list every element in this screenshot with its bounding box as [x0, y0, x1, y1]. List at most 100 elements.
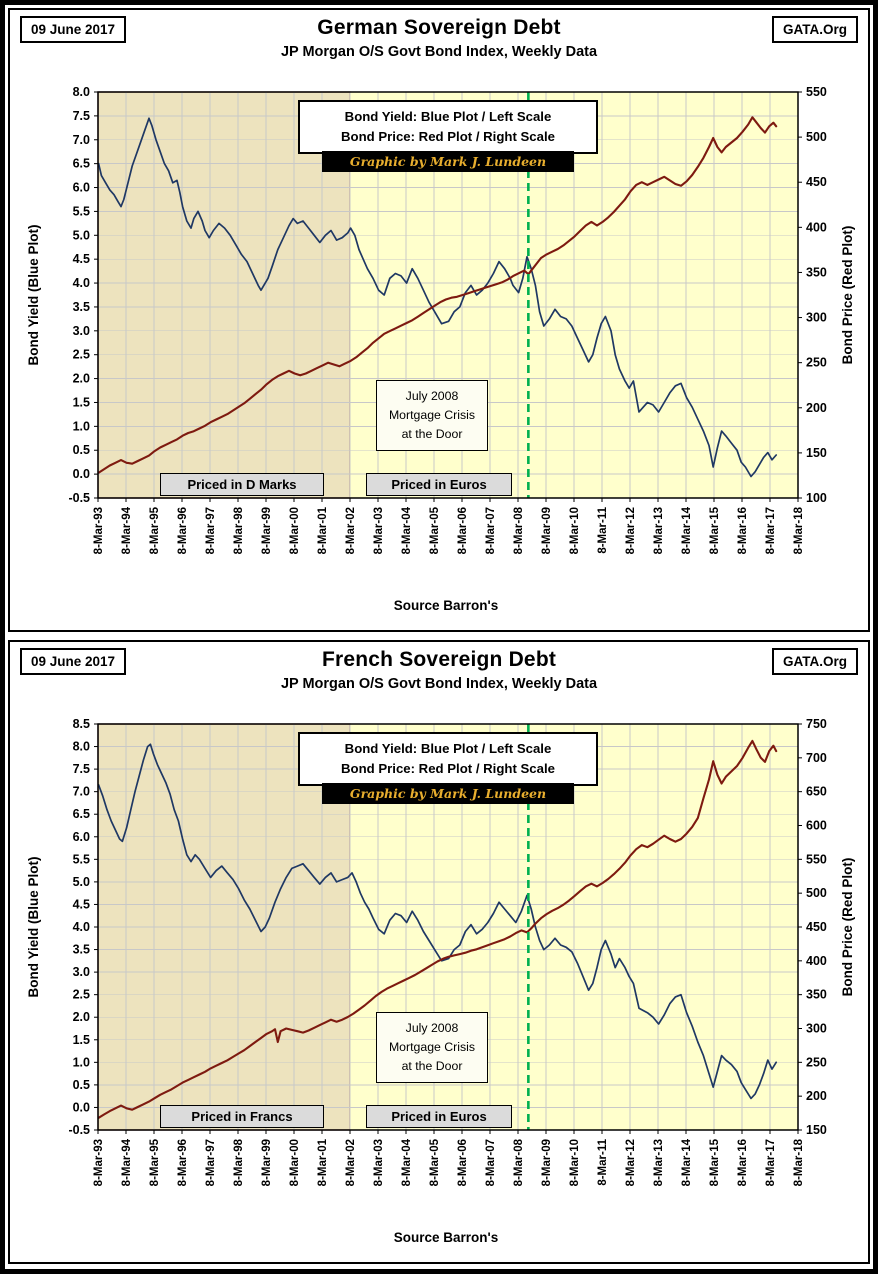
region-label-dmarks: Priced in D Marks	[160, 473, 324, 496]
svg-text:3.5: 3.5	[73, 300, 90, 314]
svg-text:8-Mar-04: 8-Mar-04	[401, 1138, 413, 1186]
source-label: Source Barron's	[393, 598, 499, 613]
svg-text:8-Mar-00: 8-Mar-00	[289, 507, 301, 554]
svg-text:8-Mar-14: 8-Mar-14	[681, 506, 693, 554]
legend-line-price: Bond Price: Red Plot / Right Scale	[341, 760, 555, 776]
svg-text:8-Mar-13: 8-Mar-13	[653, 507, 665, 554]
svg-text:0.5: 0.5	[73, 443, 90, 457]
panel-header: 09 June 2017 French Sovereign Debt JP Mo…	[10, 642, 868, 706]
svg-text:8-Mar-06: 8-Mar-06	[457, 1139, 469, 1186]
svg-text:8-Mar-01: 8-Mar-01	[317, 1138, 329, 1186]
credit-label: Graphic by Mark J. Lundeen	[322, 783, 574, 804]
svg-text:8-Mar-02: 8-Mar-02	[345, 1139, 357, 1186]
svg-text:8-Mar-15: 8-Mar-15	[709, 1138, 721, 1186]
svg-text:8-Mar-05: 8-Mar-05	[429, 1138, 441, 1186]
svg-text:8-Mar-02: 8-Mar-02	[345, 507, 357, 554]
date-label: 09 June 2017	[20, 16, 127, 43]
svg-text:8-Mar-12: 8-Mar-12	[625, 507, 637, 554]
svg-text:8-Mar-03: 8-Mar-03	[373, 507, 385, 554]
svg-text:650: 650	[806, 785, 827, 799]
region-label-euros: Priced in Euros	[366, 473, 512, 496]
svg-text:6.0: 6.0	[73, 830, 90, 844]
svg-text:3.5: 3.5	[73, 943, 90, 957]
crisis-line-3: at the Door	[401, 1059, 463, 1074]
svg-text:4.0: 4.0	[73, 920, 90, 934]
svg-text:1.0: 1.0	[73, 1055, 90, 1069]
svg-text:200: 200	[806, 1089, 827, 1103]
chart-subtitle: JP Morgan O/S Govt Bond Index, Weekly Da…	[280, 676, 598, 692]
chart-area: 8-Mar-93 8-Mar-94 8-Mar-95 8-Mar-96 8-Mar-97…	[16, 74, 862, 598]
svg-text:8-Mar-05: 8-Mar-05	[429, 506, 441, 554]
svg-text:7.0: 7.0	[73, 133, 90, 147]
svg-text:5.0: 5.0	[73, 228, 90, 242]
svg-text:8-Mar-99: 8-Mar-99	[261, 1139, 273, 1186]
svg-text:8.0: 8.0	[73, 85, 90, 99]
svg-text:8.0: 8.0	[73, 740, 90, 754]
svg-text:6.0: 6.0	[73, 181, 90, 195]
svg-text:8-Mar-14: 8-Mar-14	[681, 1138, 693, 1186]
org-label: GATA.Org	[772, 648, 858, 675]
svg-text:4.5: 4.5	[73, 897, 90, 911]
svg-text:600: 600	[806, 819, 827, 833]
svg-text:8-Mar-08: 8-Mar-08	[513, 1138, 525, 1186]
svg-text:8-Mar-09: 8-Mar-09	[541, 507, 553, 554]
region-label-euros: Priced in Euros	[366, 1105, 512, 1128]
svg-text:8-Mar-00: 8-Mar-00	[289, 1139, 301, 1186]
legend-box: Bond Yield: Blue Plot / Left Scale Bond …	[298, 732, 598, 786]
svg-text:8-Mar-96: 8-Mar-96	[177, 507, 189, 554]
svg-text:8-Mar-16: 8-Mar-16	[737, 1139, 749, 1186]
svg-text:2.5: 2.5	[73, 988, 90, 1002]
svg-text:300: 300	[806, 1022, 827, 1036]
svg-text:100: 100	[806, 491, 827, 505]
svg-text:0.5: 0.5	[73, 1078, 90, 1092]
svg-text:2.0: 2.0	[73, 372, 90, 386]
svg-text:5.5: 5.5	[73, 852, 90, 866]
svg-text:8-Mar-18: 8-Mar-18	[793, 1138, 805, 1186]
svg-text:8-Mar-11: 8-Mar-11	[597, 506, 609, 553]
svg-text:8-Mar-97: 8-Mar-97	[205, 507, 217, 554]
svg-text:350: 350	[806, 988, 827, 1002]
svg-text:8-Mar-95: 8-Mar-95	[149, 506, 161, 554]
svg-text:700: 700	[806, 751, 827, 765]
svg-text:0.0: 0.0	[73, 467, 90, 481]
svg-text:8-Mar-17: 8-Mar-17	[765, 507, 777, 554]
svg-text:8.5: 8.5	[73, 717, 90, 731]
svg-text:8-Mar-08: 8-Mar-08	[513, 506, 525, 554]
chart-title: French Sovereign Debt	[321, 648, 557, 671]
svg-text:500: 500	[806, 886, 827, 900]
svg-text:8-Mar-04: 8-Mar-04	[401, 506, 413, 554]
svg-text:8-Mar-16: 8-Mar-16	[737, 507, 749, 554]
chart-panel-german: 09 June 2017 German Sovereign Debt JP Mo…	[8, 8, 870, 632]
svg-text:8-Mar-12: 8-Mar-12	[625, 1139, 637, 1186]
svg-text:8-Mar-06: 8-Mar-06	[457, 507, 469, 554]
svg-text:8-Mar-07: 8-Mar-07	[485, 507, 497, 554]
svg-text:-0.5: -0.5	[68, 1123, 90, 1137]
svg-text:150: 150	[806, 446, 827, 460]
svg-text:0.0: 0.0	[73, 1100, 90, 1114]
chart-title: German Sovereign Debt	[317, 16, 561, 39]
crisis-line-1: July 2008	[405, 389, 459, 403]
svg-text:8-Mar-99: 8-Mar-99	[261, 507, 273, 554]
svg-text:5.5: 5.5	[73, 204, 90, 218]
crisis-line-2: Mortgage Crisis	[388, 408, 476, 423]
svg-text:8-Mar-09: 8-Mar-09	[541, 1139, 553, 1186]
svg-text:5.0: 5.0	[73, 875, 90, 889]
svg-text:-0.5: -0.5	[68, 491, 90, 505]
svg-text:7.5: 7.5	[73, 762, 90, 776]
chart-subtitle: JP Morgan O/S Govt Bond Index, Weekly Da…	[280, 44, 598, 60]
svg-text:7.0: 7.0	[73, 785, 90, 799]
svg-text:Bond Yield (Blue Plot): Bond Yield (Blue Plot)	[26, 225, 41, 366]
legend-line-yield: Bond Yield: Blue Plot / Left Scale	[344, 741, 552, 756]
svg-text:8-Mar-17: 8-Mar-17	[765, 1139, 777, 1186]
svg-text:350: 350	[806, 265, 827, 279]
svg-text:8-Mar-98: 8-Mar-98	[233, 506, 245, 554]
svg-text:550: 550	[806, 85, 827, 99]
svg-text:6.5: 6.5	[73, 807, 90, 821]
svg-text:8-Mar-93: 8-Mar-93	[93, 507, 105, 554]
crisis-line-2: Mortgage Crisis	[388, 1040, 476, 1055]
svg-text:8-Mar-96: 8-Mar-96	[177, 1139, 189, 1186]
svg-text:8-Mar-10: 8-Mar-10	[569, 507, 581, 554]
svg-text:250: 250	[806, 356, 827, 370]
legend-line-price: Bond Price: Red Plot / Right Scale	[341, 128, 555, 144]
